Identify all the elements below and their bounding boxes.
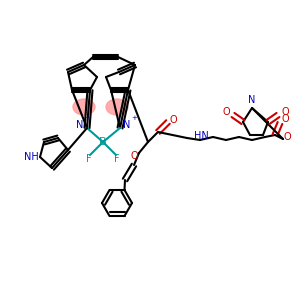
Text: B: B — [99, 137, 107, 147]
Text: +: + — [84, 115, 90, 121]
Text: +: + — [131, 115, 137, 121]
Text: NH: NH — [24, 152, 38, 162]
Ellipse shape — [73, 99, 95, 115]
Text: O: O — [281, 114, 289, 124]
Text: N: N — [123, 120, 131, 130]
Text: N: N — [76, 120, 84, 130]
Text: O: O — [169, 115, 177, 125]
Text: O: O — [222, 107, 230, 117]
Text: O: O — [130, 151, 138, 161]
Text: F: F — [86, 154, 92, 164]
Text: O: O — [281, 107, 289, 117]
Text: HN: HN — [194, 131, 209, 141]
Text: O: O — [283, 132, 291, 142]
Text: F: F — [114, 154, 120, 164]
Text: N: N — [248, 95, 256, 105]
Ellipse shape — [106, 99, 128, 115]
